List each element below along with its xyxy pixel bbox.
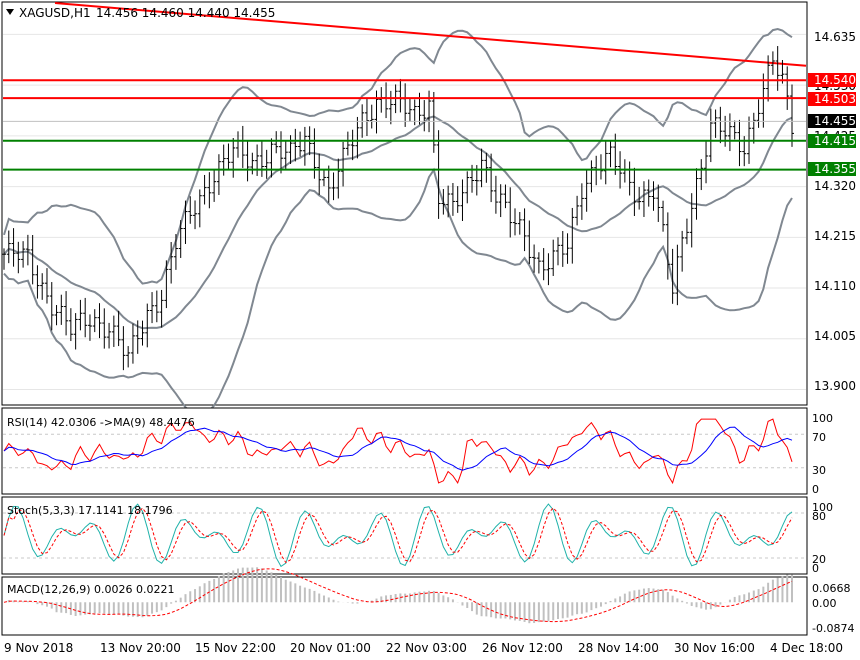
time-axis: 9 Nov 2018 13 Nov 20:00 15 Nov 22:00 20 … bbox=[4, 641, 843, 655]
macd-tick: 0.00 bbox=[812, 597, 837, 610]
stoch-tick: 0 bbox=[812, 562, 819, 575]
price-tick: 14.005 bbox=[814, 329, 856, 343]
time-tick: 28 Nov 14:00 bbox=[578, 641, 659, 655]
horizontal-levels bbox=[3, 79, 806, 171]
level-label-bg bbox=[808, 134, 856, 148]
time-tick: 20 Nov 01:00 bbox=[290, 641, 371, 655]
stoch-lines bbox=[3, 503, 806, 568]
time-tick: 22 Nov 03:00 bbox=[386, 641, 467, 655]
stoch-tick: 100 bbox=[812, 501, 833, 514]
level-label-bg bbox=[808, 92, 856, 106]
bollinger-upper bbox=[3, 27, 793, 285]
price-tick: 13.900 bbox=[814, 379, 856, 393]
main-panel bbox=[1, 1, 808, 406]
rsi-lines bbox=[3, 418, 806, 485]
stoch-tick: 20 bbox=[812, 553, 826, 566]
time-tick: 26 Nov 12:00 bbox=[482, 641, 563, 655]
level-labels: 14.540 14.503 14.455 14.415 14.355 bbox=[808, 73, 856, 176]
bollinger-bands bbox=[3, 27, 793, 415]
time-tick: 13 Nov 20:00 bbox=[100, 641, 181, 655]
rsi-tick: 70 bbox=[812, 431, 826, 444]
stoch-panel bbox=[1, 496, 808, 575]
symbol-label: XAGUSD,H1 bbox=[19, 6, 91, 20]
level-label: 14.355 bbox=[814, 162, 856, 176]
macd-tick: 0.0668 bbox=[812, 582, 851, 595]
rsi-ma-line bbox=[3, 426, 793, 471]
time-tick: 9 Nov 2018 bbox=[4, 641, 73, 655]
current-price-bg bbox=[808, 114, 856, 128]
macd-tick: -0.0874 bbox=[812, 622, 854, 635]
rsi-tick: 30 bbox=[812, 464, 826, 477]
price-tick: 14.215 bbox=[814, 229, 856, 243]
rsi-tick: 100 bbox=[812, 412, 833, 425]
chart-header: XAGUSD,H1 14.456 14.460 14.440 14.455 bbox=[6, 6, 275, 20]
macd-label: MACD(12,26,9) 0.0026 0.0221 bbox=[7, 583, 175, 596]
level-label-bg bbox=[808, 73, 856, 87]
level-label-bg bbox=[808, 162, 856, 176]
price-axis: 14.635 14.530 14.425 14.320 14.215 14.11… bbox=[814, 30, 856, 393]
time-tick: 30 Nov 16:00 bbox=[674, 641, 755, 655]
stoch-label: Stoch(5,3,3) 17.1141 18.1796 bbox=[7, 504, 173, 517]
time-tick: 4 Dec 18:00 bbox=[770, 641, 843, 655]
bollinger-middle bbox=[3, 115, 793, 330]
current-price-label: 14.455 bbox=[814, 114, 856, 128]
price-tick: 14.320 bbox=[814, 179, 856, 193]
rsi-tick: 0 bbox=[812, 483, 819, 496]
stoch-signal-line bbox=[3, 507, 793, 564]
level-label: 14.415 bbox=[814, 134, 856, 148]
price-tick: 14.110 bbox=[814, 279, 856, 293]
price-tick: 14.635 bbox=[814, 30, 856, 44]
trendline bbox=[54, 2, 807, 67]
stoch-tick: 80 bbox=[812, 510, 826, 523]
macd-panel bbox=[1, 576, 808, 636]
stoch-main-line bbox=[3, 503, 793, 568]
macd-signal-line bbox=[3, 568, 793, 623]
dropdown-triangle-icon[interactable] bbox=[6, 9, 14, 15]
ohlc-label: 14.456 14.460 14.440 14.455 bbox=[96, 6, 275, 20]
level-label: 14.540 bbox=[814, 73, 856, 87]
macd-lines bbox=[3, 567, 793, 624]
rsi-label: RSI(14) 42.0306 ->MA(9) 48.4476 bbox=[7, 416, 195, 429]
time-tick: 15 Nov 22:00 bbox=[195, 641, 276, 655]
trendline-line bbox=[54, 2, 807, 67]
bollinger-lower bbox=[3, 167, 793, 415]
level-label: 14.503 bbox=[814, 92, 856, 106]
